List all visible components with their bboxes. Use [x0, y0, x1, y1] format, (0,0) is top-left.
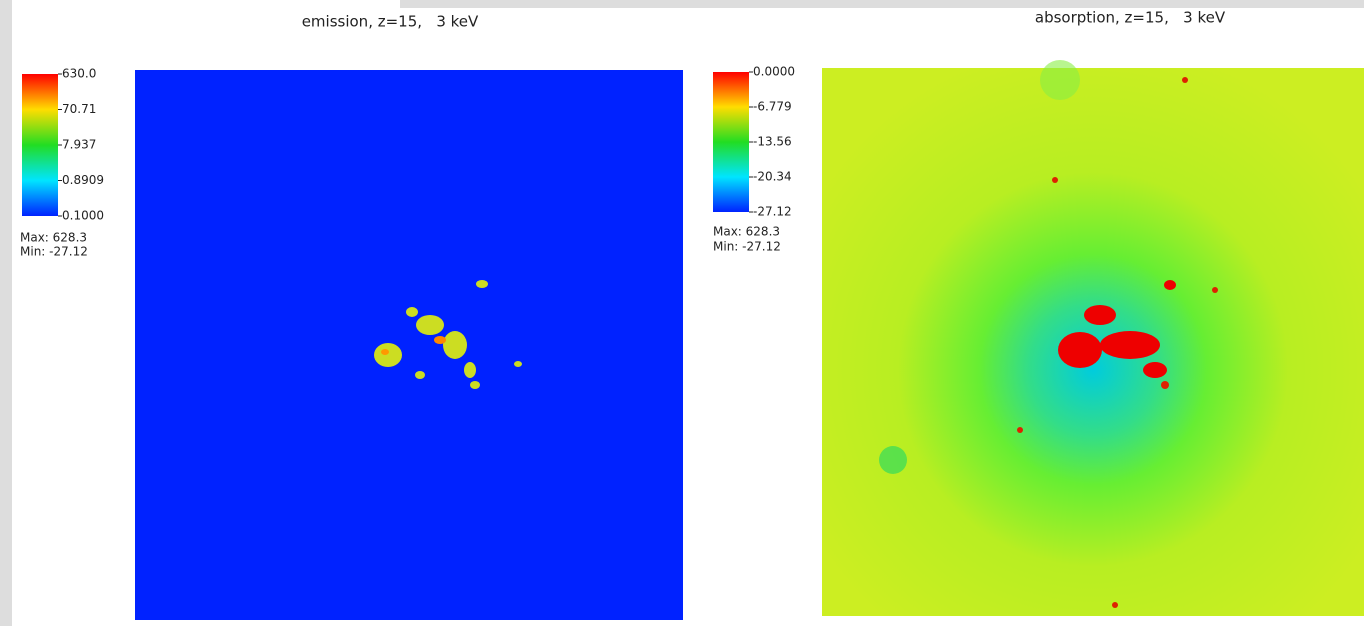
emission-image	[135, 70, 683, 620]
left-strip	[0, 0, 12, 626]
colorbar-label: -27.12	[753, 205, 792, 219]
top-strip	[400, 0, 1364, 8]
colorbar-label: 630.0	[62, 67, 96, 81]
min-label: Min: -27.12	[713, 240, 781, 254]
emission-panel: emission, z=15, 3 keV Max: 628.3 Min: -2…	[20, 13, 683, 620]
colorbar-label: -6.779	[753, 100, 792, 114]
emission-blobs	[374, 280, 522, 389]
absorption-panel: absorption, z=15, 3 keV Max: 628.3 Min: …	[713, 9, 1364, 616]
panel-title: emission, z=15, 3 keV	[302, 13, 479, 31]
max-label: Max: 628.3	[713, 225, 780, 239]
colorbar-label: 7.937	[62, 138, 96, 152]
colorbar	[22, 74, 58, 216]
colorbar	[713, 72, 749, 212]
min-label: Min: -27.12	[20, 245, 88, 259]
colorbar-label: 0.1000	[62, 209, 104, 223]
colorbar-label: -13.56	[753, 135, 792, 149]
colorbar-label: 0.8909	[62, 173, 104, 187]
panel-title: absorption, z=15, 3 keV	[1035, 9, 1226, 27]
max-label: Max: 628.3	[20, 231, 87, 245]
colorbar-label: 0.0000	[753, 65, 795, 79]
colorbar-label: -20.34	[753, 170, 792, 184]
absorption-blobs	[879, 60, 1218, 608]
colorbar-label: 70.71	[62, 102, 96, 116]
